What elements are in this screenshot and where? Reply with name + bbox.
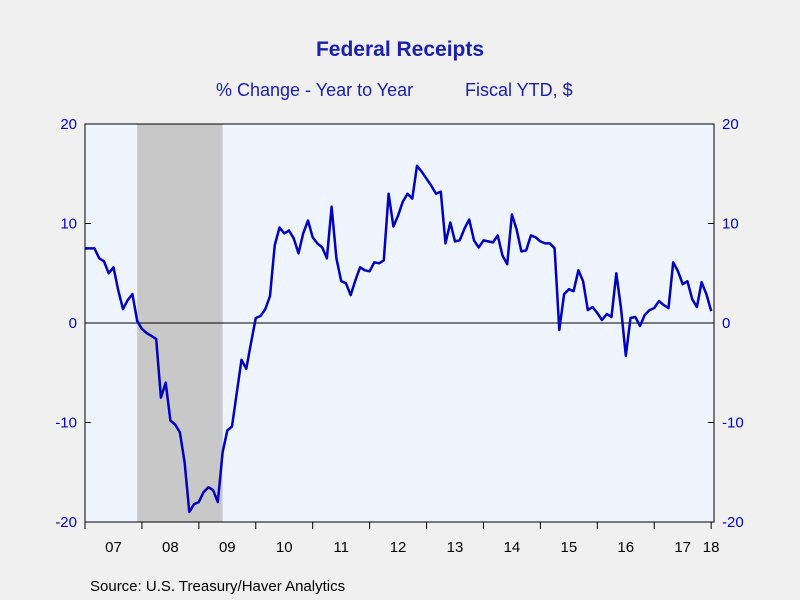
x-tick-label: 15	[561, 539, 578, 556]
y-tick-label-left: 10	[60, 216, 77, 233]
x-axis: 07 08 09 10 11 12 13 14 15 16 17 18	[84, 522, 720, 556]
y-axis-left: -20 -10 0 10 20	[55, 116, 91, 531]
x-tick-label: 11	[333, 539, 349, 556]
chart-title: Federal Receipts	[315, 38, 485, 61]
x-tick-label: 10	[276, 539, 293, 556]
x-tick-label: 12	[390, 539, 407, 556]
x-tick-label: 18	[703, 539, 720, 556]
y-tick-label-right: 20	[722, 116, 739, 133]
x-tick-label: 07	[105, 539, 122, 556]
y-tick-label-left: 0	[69, 315, 77, 332]
y-tick-label-right: 0	[722, 315, 730, 332]
chart-subtitle-right: Fiscal YTD, $	[465, 80, 573, 100]
x-tick-label: 17	[674, 539, 691, 556]
y-tick-label-left: 20	[60, 116, 77, 133]
y-tick-label-right: -20	[722, 514, 744, 531]
y-tick-label-left: -20	[55, 514, 77, 531]
y-tick-label-left: -10	[55, 415, 77, 432]
chart-subtitle-left: % Change - Year to Year	[216, 80, 414, 100]
source-note: Source: U.S. Treasury/Haver Analytics	[90, 578, 346, 595]
y-tick-label-right: 10	[722, 216, 739, 233]
y-axis-right: -20 -10 0 10 20	[708, 116, 744, 531]
x-tick-label: 09	[219, 539, 236, 556]
x-tick-label: 14	[504, 539, 521, 556]
x-tick-label: 13	[447, 539, 464, 556]
x-tick-label: 16	[617, 539, 634, 556]
y-tick-label-right: -10	[722, 415, 744, 432]
x-tick-label: 08	[162, 539, 179, 556]
series-line	[85, 164, 713, 514]
